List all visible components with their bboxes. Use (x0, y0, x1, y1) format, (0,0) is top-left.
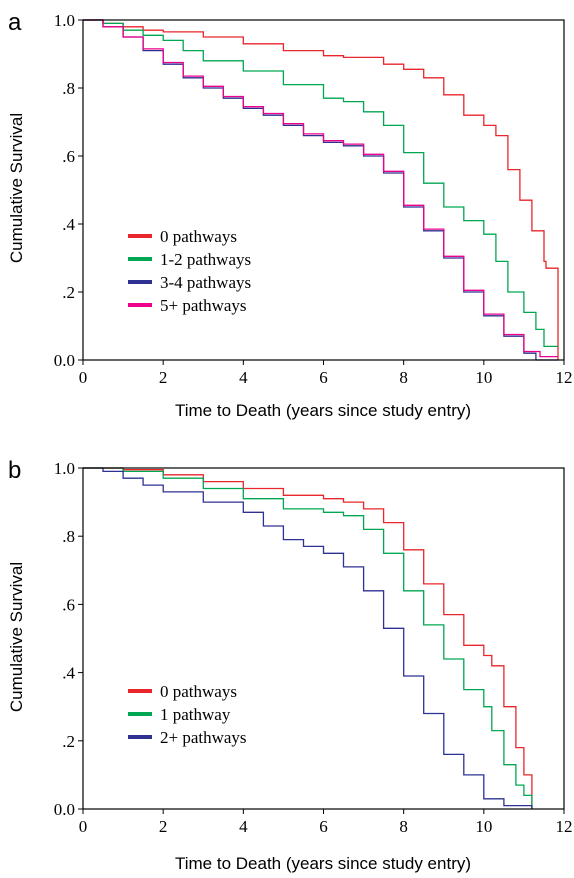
y-tick-label: 1.0 (54, 459, 75, 478)
legend-label: 3-4 pathways (160, 273, 251, 292)
series-line-1 (83, 19, 558, 348)
x-tick-label: 2 (159, 817, 168, 836)
y-tick-label: .8 (62, 79, 75, 98)
series-group (83, 19, 559, 361)
axis-ticks: 0 2 4 6 8 10 12 0.0 .2 .4 .6 .8 1.0 (54, 11, 573, 387)
legend-label: 1-2 pathways (160, 250, 251, 269)
series-line-0 (83, 19, 559, 360)
x-tick-label: 4 (239, 817, 248, 836)
y-tick-label: .2 (62, 283, 75, 302)
y-tick-label: .4 (62, 664, 75, 683)
panel-a: a Cumulative Survival Time to Death (yea… (7, 9, 573, 420)
x-tick-label: 6 (319, 817, 328, 836)
y-axis-label: Cumulative Survival (7, 562, 26, 712)
series-line-3 (83, 19, 558, 358)
x-tick-label: 10 (475, 817, 492, 836)
x-tick-label: 0 (79, 817, 88, 836)
y-axis-label: Cumulative Survival (7, 113, 26, 263)
plot-frame (82, 19, 565, 361)
series-line-1 (83, 467, 533, 809)
panel-letter: b (8, 457, 21, 484)
y-tick-label: 0.0 (54, 800, 75, 819)
series-line-2 (83, 467, 533, 809)
legend: 0 pathways 1-2 pathways 3-4 pathways 5+ pat… (128, 227, 251, 315)
y-tick-label: .4 (62, 215, 75, 234)
y-tick-label: .8 (62, 527, 75, 546)
y-tick-label: .2 (62, 732, 75, 751)
x-tick-label: 8 (399, 817, 408, 836)
y-tick-label: .6 (62, 147, 75, 166)
x-tick-label: 2 (159, 368, 168, 387)
x-axis-label: Time to Death (years since study entry) (175, 854, 471, 873)
x-tick-label: 12 (556, 368, 573, 387)
x-axis-label: Time to Death (years since study entry) (175, 401, 471, 420)
x-tick-label: 10 (475, 368, 492, 387)
legend-label: 5+ pathways (160, 296, 247, 315)
y-tick-label: .6 (62, 595, 75, 614)
series-line-2 (83, 19, 558, 361)
y-tick-label: 0.0 (54, 351, 75, 370)
x-tick-label: 0 (79, 368, 88, 387)
legend: 0 pathways 1 pathway 2+ pathways (128, 682, 247, 747)
x-tick-label: 4 (239, 368, 248, 387)
axis-ticks: 0 2 4 6 8 10 12 0.0 .2 .4 .6 .8 1.0 (54, 459, 573, 836)
panel-b: b Cumulative Survival Time to Death (yea… (7, 457, 573, 873)
x-tick-label: 12 (556, 817, 573, 836)
x-tick-label: 8 (399, 368, 408, 387)
legend-label: 1 pathway (160, 705, 231, 724)
series-line-0 (83, 467, 533, 809)
x-tick-label: 6 (319, 368, 328, 387)
y-tick-label: 1.0 (54, 11, 75, 30)
legend-label: 0 pathways (160, 682, 237, 701)
panel-letter: a (8, 9, 22, 36)
series-group (83, 467, 533, 809)
legend-label: 0 pathways (160, 227, 237, 246)
legend-label: 2+ pathways (160, 728, 247, 747)
plot-frame (82, 467, 565, 810)
